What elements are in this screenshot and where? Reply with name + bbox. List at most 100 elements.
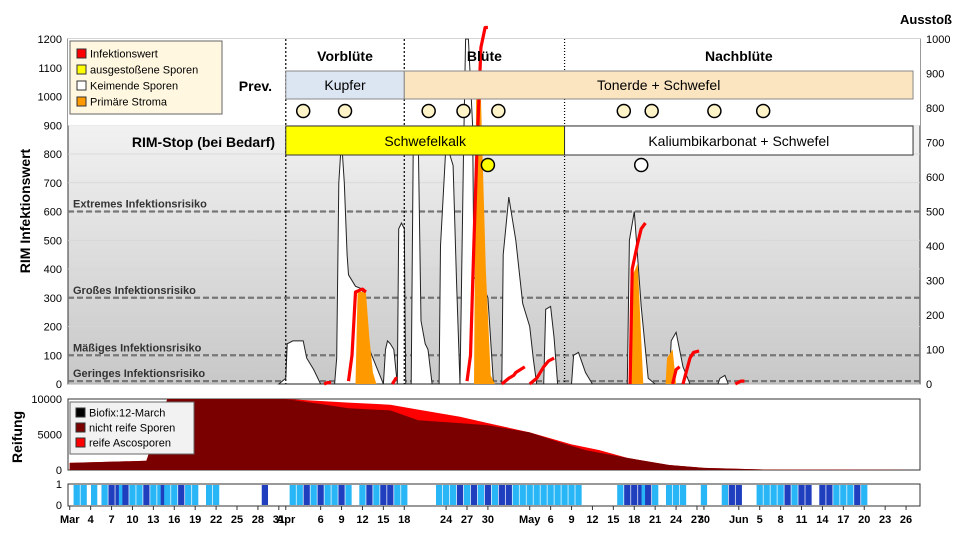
treatment-marker (755, 103, 771, 119)
event-bar (770, 485, 777, 505)
main-legend: Infektionswert ausgestoßene Sporen Keimend… (69, 40, 223, 115)
y2-tick-label: 700 (926, 138, 944, 150)
nicht-reife-sporen-area (69, 399, 914, 470)
rimstop-bar-label: Kaliumbikarbonat + Schwefel (648, 133, 829, 149)
event-bar (826, 485, 833, 505)
event-bar (463, 485, 471, 505)
event-bar (80, 485, 87, 505)
event-bar (456, 485, 464, 505)
event-bar (638, 485, 645, 505)
event-bar (317, 485, 324, 505)
risk-label: Mäßiges Infektionsrisiko (73, 342, 202, 354)
event-bar (631, 485, 638, 505)
x-tick-label: 13 (147, 514, 159, 526)
event-bar (575, 485, 582, 505)
event-bar (373, 485, 380, 505)
event-bar (561, 485, 568, 505)
legend-swatch (76, 80, 87, 91)
event-bar (756, 485, 763, 505)
y-tick-label: 600 (44, 207, 62, 219)
x-tick-label: 12 (586, 514, 598, 526)
legend-box (69, 401, 195, 455)
x-tick-label: 7 (108, 514, 114, 526)
x-tick-label: 27 (691, 514, 703, 526)
reifung-tick-label: 10000 (31, 394, 62, 406)
event-bar (833, 485, 840, 505)
y-tick-label: 1000 (38, 92, 62, 104)
y-tick-label: 400 (44, 264, 62, 276)
event-bar (840, 485, 847, 505)
y-tick-label: 800 (44, 149, 62, 161)
prev-bar-label: Kupfer (324, 77, 366, 93)
event-bar (728, 485, 735, 505)
legend-label: Keimende Sporen (90, 81, 178, 93)
legend-label: nicht reife Sporen (89, 423, 175, 435)
x-tick-label: 11 (796, 514, 808, 526)
event-bar (73, 485, 80, 505)
x-tick-label: 23 (879, 514, 891, 526)
y2-tick-label: 300 (926, 276, 944, 288)
event-bar (735, 485, 742, 505)
treatment-marker (707, 103, 722, 119)
y-tick-label: 1200 (38, 34, 62, 46)
x-tick-label: 9 (568, 514, 574, 526)
y-tick-label: 1100 (38, 63, 62, 75)
event-bar (721, 485, 728, 505)
legend-label: Primäre Stroma (90, 97, 168, 109)
event-bar (160, 485, 167, 505)
legend-label: Biofix:12-March (89, 408, 165, 420)
event-bar (303, 485, 310, 505)
legend-label: reife Ascosporen (89, 438, 171, 450)
event-bar (470, 485, 478, 505)
infektionswert-line (528, 356, 555, 386)
event-bar (641, 485, 648, 505)
risk-label: Geringes Infektionsrisiko (73, 368, 205, 380)
y2-tick-label: 0 (926, 379, 932, 391)
x-tick-label: 19 (189, 514, 201, 526)
event-bar (679, 485, 687, 505)
x-tick-label: 10 (126, 514, 138, 526)
rimstop-label: RIM-Stop (bei Bedarf) (132, 134, 275, 150)
reifung-tick-label: 5000 (38, 430, 62, 442)
x-tick-label: Mar (60, 514, 80, 526)
x-tick-label: 14 (816, 514, 829, 526)
y2-tick-label: 900 (926, 69, 944, 81)
x-tick-label: 16 (168, 514, 180, 526)
event-bar (150, 485, 157, 505)
x-tick-label: 5 (757, 514, 763, 526)
event-bar (143, 485, 150, 505)
y-tick-label: 700 (44, 178, 62, 190)
event-bar (505, 485, 512, 505)
event-bar (136, 485, 143, 505)
legend-swatch (75, 407, 86, 418)
infektionswert-line (500, 365, 526, 386)
event-bar (289, 485, 296, 505)
event-bar (296, 485, 303, 505)
treatment-marker (480, 157, 496, 173)
event-bar (672, 485, 680, 505)
y2-axis-title: Ausstoß (900, 12, 952, 27)
infektionswert-line (671, 365, 681, 385)
event-bar (164, 485, 171, 505)
y2-tick-label: 800 (926, 103, 944, 115)
infektionswert-line (391, 376, 398, 385)
reifung-axis-title: Reifung (9, 411, 25, 463)
event-bar (526, 485, 533, 505)
legend-swatch (76, 64, 87, 75)
treatment-marker (456, 103, 471, 119)
event-bar (449, 485, 457, 505)
x-tick-label: 4 (88, 514, 95, 526)
event-bar (101, 485, 108, 505)
event-bar (171, 485, 178, 505)
x-tick-label: 22 (210, 514, 222, 526)
event-bar (498, 485, 505, 505)
rimstop-bar-label: Schwefelkalk (384, 133, 467, 149)
legend-swatch (75, 422, 86, 433)
treatment-marker (616, 103, 632, 119)
x-tick-label: 12 (356, 514, 368, 526)
event-bar (366, 485, 373, 505)
x-tick-label: 8 (778, 514, 784, 526)
y-axis-title: RIM Infektionswert (17, 148, 33, 273)
y2-tick-label: 100 (926, 345, 944, 357)
